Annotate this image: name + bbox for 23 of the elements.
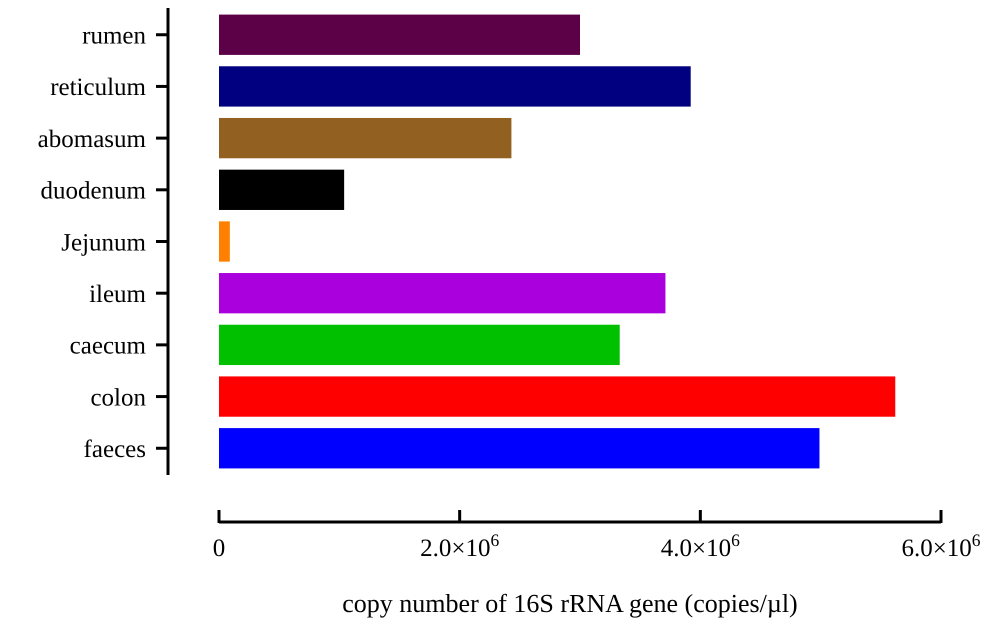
y-tick-label: duodenum: [40, 178, 147, 205]
bar: [219, 118, 512, 158]
bar: [219, 66, 691, 107]
x-tick-label: 0: [212, 535, 226, 562]
bar: [219, 14, 580, 55]
bar: [219, 221, 230, 262]
y-tick-label: reticulum: [50, 74, 147, 102]
bar: [219, 428, 820, 468]
bar: [219, 324, 620, 366]
x-tick-label: 6.0×10$^{6}$: [901, 530, 981, 562]
y-tick-label: abomasum: [38, 126, 147, 153]
y-tick-label: caecum: [70, 332, 147, 360]
y-tick-label: rumen: [82, 22, 146, 50]
y-tick-label: ileum: [89, 280, 147, 308]
y-tick-label: Jejunum: [61, 229, 147, 256]
bar: [219, 273, 666, 314]
y-tick-label: colon: [90, 384, 146, 412]
x-axis-title: copy number of 16S rRNA gene (copies/µl): [342, 589, 798, 618]
x-tick-label: 2.0×10$^{6}$: [420, 530, 500, 562]
x-tick-label: 4.0×10$^{6}$: [660, 530, 740, 562]
y-tick-label: faeces: [84, 436, 146, 464]
bar: [219, 170, 344, 210]
bar: [219, 376, 896, 417]
